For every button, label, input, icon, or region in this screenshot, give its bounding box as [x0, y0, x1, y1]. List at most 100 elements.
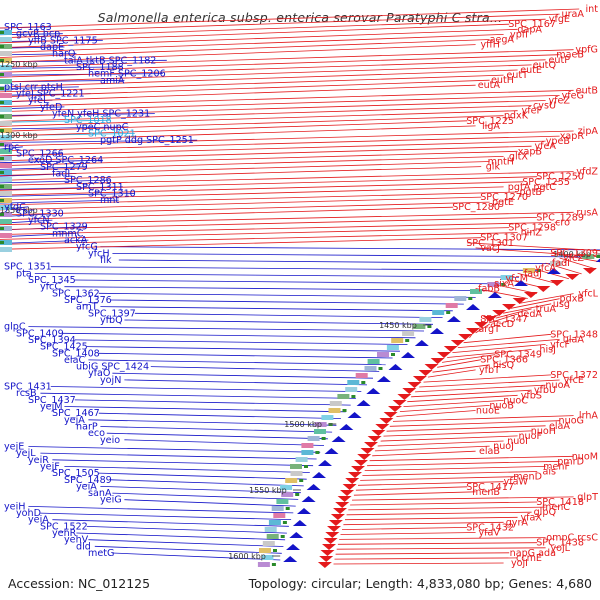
leader-line-forward	[447, 349, 532, 358]
gene-label-forward: pgtA pgtC	[508, 182, 556, 193]
leader-line-reverse	[74, 279, 504, 285]
gene-label-forward: cro	[555, 218, 570, 229]
gene-label-reverse: yejE	[4, 442, 24, 453]
forward-gene-arrow	[492, 310, 507, 316]
reverse-gene-arrow	[595, 258, 600, 262]
reverse-gene-arrow	[414, 340, 429, 346]
gene-label-forward: vacJ	[480, 243, 500, 254]
track-block	[582, 254, 595, 259]
track-block	[0, 233, 12, 238]
gene-label-reverse: yfeN yfeH SPC_1231	[52, 109, 150, 120]
reverse-gene-arrow	[347, 412, 362, 418]
track-block	[0, 219, 12, 224]
leader-line-reverse	[0, 166, 87, 170]
gene-label-forward: yfcE	[564, 375, 584, 386]
leader-line-reverse	[0, 139, 198, 143]
gene-label-reverse: SPC_1394	[28, 335, 76, 346]
gene-label-reverse: yfcH	[88, 248, 110, 259]
leader-line-reverse	[124, 439, 325, 446]
gene-label-forward: eutE	[520, 65, 542, 76]
leader-line-forward	[0, 39, 490, 58]
gene-label-forward: yffH	[480, 40, 500, 51]
leader-line-reverse	[110, 299, 464, 305]
track-block	[257, 562, 270, 567]
forward-gene-arrow	[582, 268, 597, 274]
leader-line-reverse	[100, 486, 301, 494]
track-block	[0, 100, 12, 105]
gene-label-forward: ypeB	[546, 136, 570, 147]
forward-gene-arrow	[345, 478, 360, 484]
track-block	[0, 149, 12, 154]
gene-label-forward: yfbT	[479, 365, 500, 376]
track-block	[0, 170, 12, 175]
leader-line-forward	[337, 542, 538, 545]
leader-line-reverse	[124, 379, 368, 386]
track-block	[273, 513, 286, 518]
track-dot	[321, 437, 326, 440]
gene-label-reverse: narP	[76, 422, 98, 433]
gene-label-reverse: yfdC	[4, 202, 26, 213]
track-block	[0, 184, 12, 189]
leader-line-reverse	[124, 499, 296, 507]
leader-line-forward	[339, 537, 546, 540]
gene-label-forward: xapR	[560, 131, 585, 142]
gene-label-forward: accD	[490, 319, 514, 330]
reverse-gene-arrow	[306, 484, 321, 490]
leader-line-forward	[559, 257, 597, 270]
leader-line-forward	[380, 435, 518, 442]
gene-label-reverse: narQ	[52, 49, 76, 60]
track-dot	[280, 535, 285, 538]
leader-line-reverse	[0, 159, 103, 164]
track-block	[264, 527, 277, 532]
gene-label-forward: nuoM	[572, 451, 598, 462]
gene-label-forward: nuoI	[507, 436, 528, 447]
gene-label-reverse: SPC_1329	[40, 222, 88, 233]
track-block	[0, 212, 12, 217]
forward-gene-arrow	[335, 502, 350, 508]
reverse-gene-arrow	[292, 520, 307, 526]
gene-label-reverse: flk	[100, 255, 112, 266]
gene-label-forward: fabB	[478, 284, 500, 295]
gene-label-reverse: SPC_1489	[64, 475, 112, 486]
forward-gene-arrow	[502, 304, 516, 310]
leader-line-forward	[0, 211, 574, 226]
leader-line-forward	[495, 308, 532, 319]
track-block	[0, 156, 12, 161]
leader-line-reverse	[98, 412, 341, 419]
track-dot	[427, 325, 432, 328]
leader-line-forward	[377, 440, 504, 447]
kbp-label: 1450 kbp	[379, 321, 417, 330]
forward-gene-arrow	[402, 388, 417, 394]
forward-gene-arrow	[388, 406, 402, 412]
leader-line-reverse	[0, 53, 77, 56]
track-block	[0, 72, 12, 77]
gene-label-forward: zipA	[578, 126, 599, 137]
leader-line-reverse	[74, 339, 408, 345]
gene-label-reverse: rpc	[4, 142, 19, 153]
forward-gene-arrow	[328, 520, 343, 526]
gene-label-forward: SPC_1417	[466, 482, 514, 493]
track-block	[345, 387, 358, 392]
gene-label-reverse: elaC	[64, 355, 85, 366]
track-dot	[596, 255, 600, 258]
gene-label-reverse: ackA	[64, 235, 88, 246]
forward-gene-arrow	[424, 364, 439, 370]
forward-gene-arrow	[317, 562, 332, 568]
leader-line-forward	[403, 400, 504, 407]
leader-line-forward	[475, 323, 490, 334]
leader-line-reverse	[40, 392, 356, 399]
leader-line-reverse	[0, 233, 77, 238]
track-block	[0, 226, 12, 231]
track-dot	[391, 353, 395, 356]
track-dot	[315, 451, 320, 454]
forward-gene-arrow	[319, 556, 334, 562]
accession-label: Accession: NC_012125	[8, 576, 151, 591]
track-block	[0, 205, 12, 210]
track-block	[550, 261, 562, 266]
track-block	[454, 296, 467, 301]
forward-gene-arrow	[407, 382, 422, 388]
gene-label-reverse: yehR	[52, 528, 77, 539]
gene-label-forward: nuoC	[503, 395, 528, 406]
gene-label-reverse: SPC_1311	[76, 182, 124, 193]
